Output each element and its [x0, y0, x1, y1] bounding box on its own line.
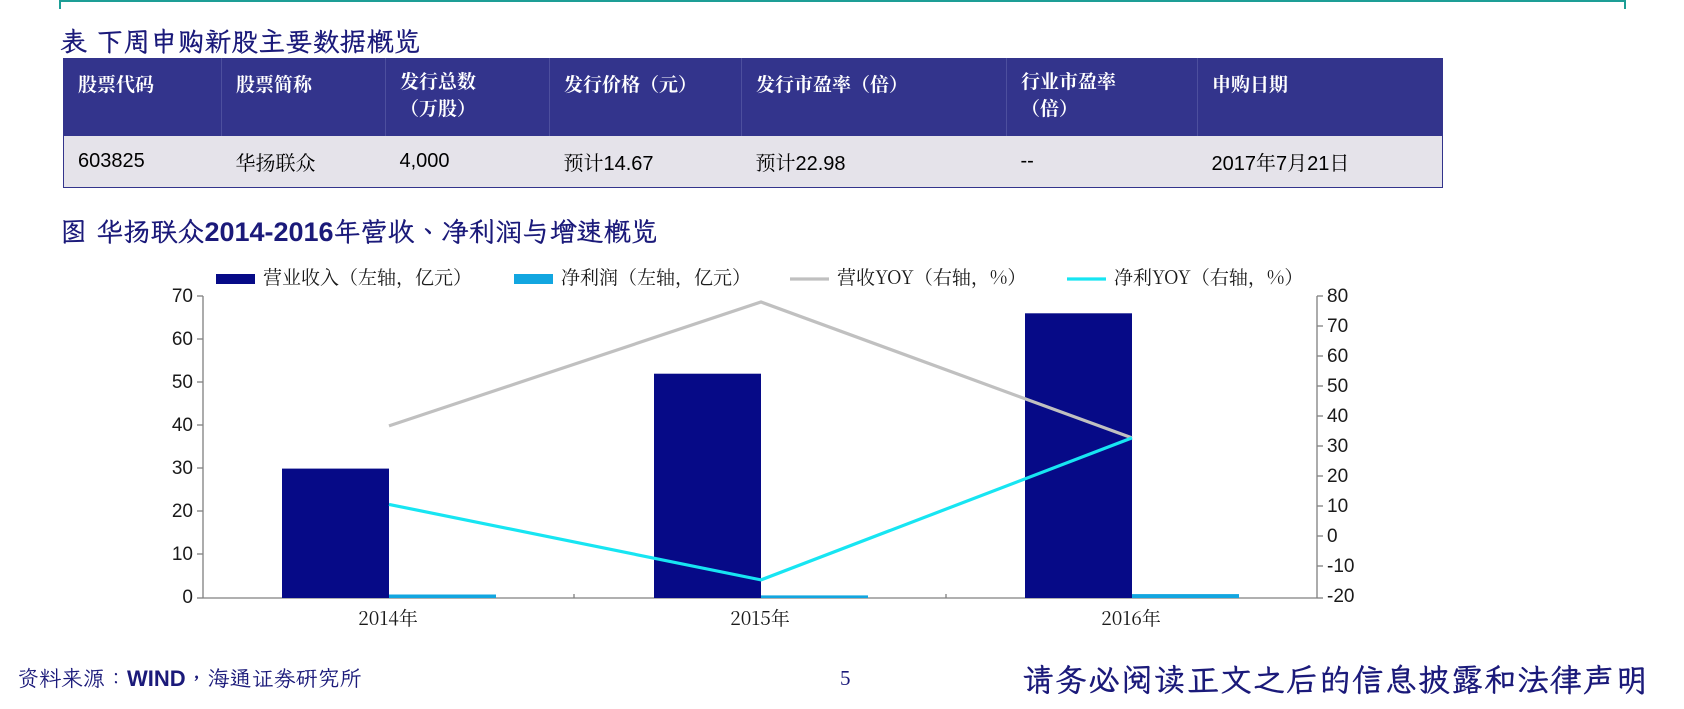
- svg-text:60: 60: [1327, 346, 1348, 367]
- svg-text:70: 70: [172, 286, 193, 307]
- svg-text:40: 40: [1327, 406, 1348, 427]
- svg-text:70: 70: [1327, 316, 1348, 337]
- svg-text:20: 20: [172, 501, 193, 522]
- svg-text:50: 50: [172, 372, 193, 393]
- svg-text:60: 60: [172, 329, 193, 350]
- svg-text:80: 80: [1327, 286, 1348, 307]
- svg-text:营业收入（左轴，亿元）: 营业收入（左轴，亿元）: [263, 263, 472, 290]
- svg-text:10: 10: [1327, 496, 1348, 517]
- svg-text:净利润（左轴，亿元）: 净利润（左轴，亿元）: [561, 263, 751, 290]
- svg-text:营收YOY（右轴，%）: 营收YOY（右轴，%）: [837, 263, 1026, 290]
- svg-text:2015年: 2015年: [730, 604, 790, 631]
- svg-text:40: 40: [172, 415, 193, 436]
- svg-text:2016年: 2016年: [1101, 604, 1161, 631]
- svg-text:-20: -20: [1327, 586, 1354, 607]
- svg-text:20: 20: [1327, 466, 1348, 487]
- svg-text:10: 10: [172, 544, 193, 565]
- svg-text:30: 30: [1327, 436, 1348, 457]
- svg-text:0: 0: [182, 587, 193, 608]
- svg-text:-10: -10: [1327, 556, 1354, 577]
- svg-text:30: 30: [172, 458, 193, 479]
- svg-text:0: 0: [1327, 526, 1338, 547]
- svg-text:净利YOY（右轴，%）: 净利YOY（右轴，%）: [1114, 263, 1303, 290]
- svg-text:2014年: 2014年: [358, 604, 418, 631]
- svg-text:50: 50: [1327, 376, 1348, 397]
